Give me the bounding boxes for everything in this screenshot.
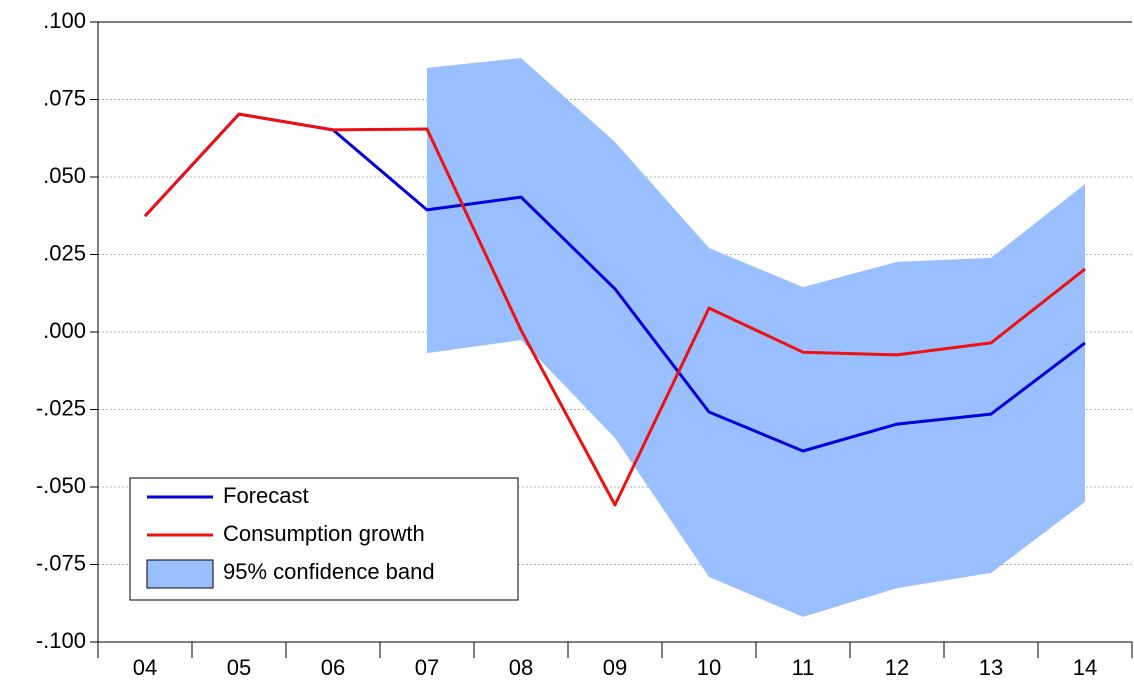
y-tick-label: -.025	[36, 395, 86, 420]
x-tick-label: 12	[885, 655, 909, 680]
x-tick-label: 14	[1073, 655, 1097, 680]
y-tick-label: .100	[43, 8, 86, 33]
x-tick-label: 05	[227, 655, 251, 680]
y-tick-label: -.100	[36, 628, 86, 653]
x-tick-label: 09	[603, 655, 627, 680]
series-line	[143, 112, 1086, 507]
legend-swatch	[146, 559, 214, 589]
x-tick-label: 13	[979, 655, 1003, 680]
y-tick-label: .025	[43, 240, 86, 265]
legend-label: Forecast	[223, 483, 309, 508]
confidence-band	[427, 58, 1085, 617]
x-tick-label: 07	[415, 655, 439, 680]
y-tick-label: .000	[43, 318, 86, 343]
x-tick-label: 06	[321, 655, 345, 680]
legend: Forecast Consumption growth 95% confidence…	[129, 477, 519, 601]
y-tick-label: .075	[43, 85, 86, 110]
y-tick-label: -.075	[36, 550, 86, 575]
x-tick-label: 10	[697, 655, 721, 680]
x-tick-label: 11	[792, 655, 815, 680]
x-tick-label: 04	[133, 655, 157, 680]
legend-label: 95% confidence band	[223, 559, 435, 584]
y-tick-label: .050	[43, 163, 86, 188]
x-tick-label: 08	[509, 655, 533, 680]
y-tick-label: -.050	[36, 473, 86, 498]
legend-label: Consumption growth	[223, 521, 425, 546]
